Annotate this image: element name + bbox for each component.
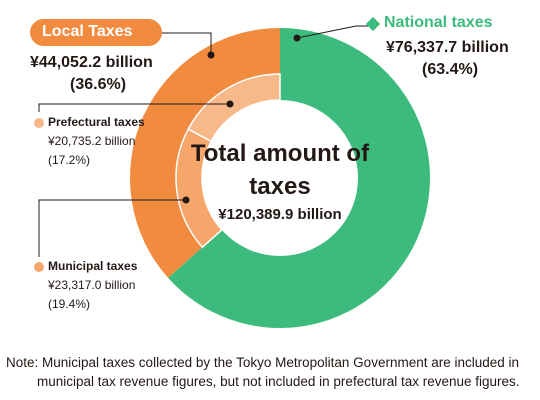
prefectural-dot-icon — [34, 118, 44, 128]
local-taxes-tag: Local Taxes — [30, 19, 162, 46]
center-title: Total amount of taxes — [190, 137, 370, 203]
municipal-label: Municipal taxes — [48, 259, 137, 273]
leader-prefectural-dot — [227, 101, 234, 108]
center-total-value: ¥120,389.9 billion — [190, 206, 370, 223]
footnote: Note: Municipal taxes collected by the T… — [6, 353, 520, 391]
local-percent: (36.6%) — [70, 76, 126, 94]
leader-national-dot — [294, 35, 301, 42]
leader-municipal-dot — [183, 197, 190, 204]
footnote-line-1: Note: Municipal taxes collected by the T… — [6, 353, 520, 372]
municipal-percent: (19.4%) — [48, 297, 90, 311]
national-value: ¥76,337.7 billion — [386, 39, 509, 57]
prefectural-value: ¥20,735.2 billion — [48, 134, 135, 148]
prefectural-percent: (17.2%) — [48, 153, 90, 167]
national-percent: (63.4%) — [422, 61, 478, 79]
municipal-value: ¥23,317.0 billion — [48, 278, 135, 292]
local-value: ¥44,052.2 billion — [30, 54, 153, 72]
prefectural-label: Prefectural taxes — [48, 115, 145, 129]
municipal-dot-icon — [34, 262, 44, 272]
leader-local-dot — [208, 52, 215, 59]
local-label: Local Taxes — [42, 23, 132, 41]
footnote-line-2: municipal tax revenue figures, but not i… — [6, 372, 520, 391]
national-label: National taxes — [384, 14, 492, 32]
